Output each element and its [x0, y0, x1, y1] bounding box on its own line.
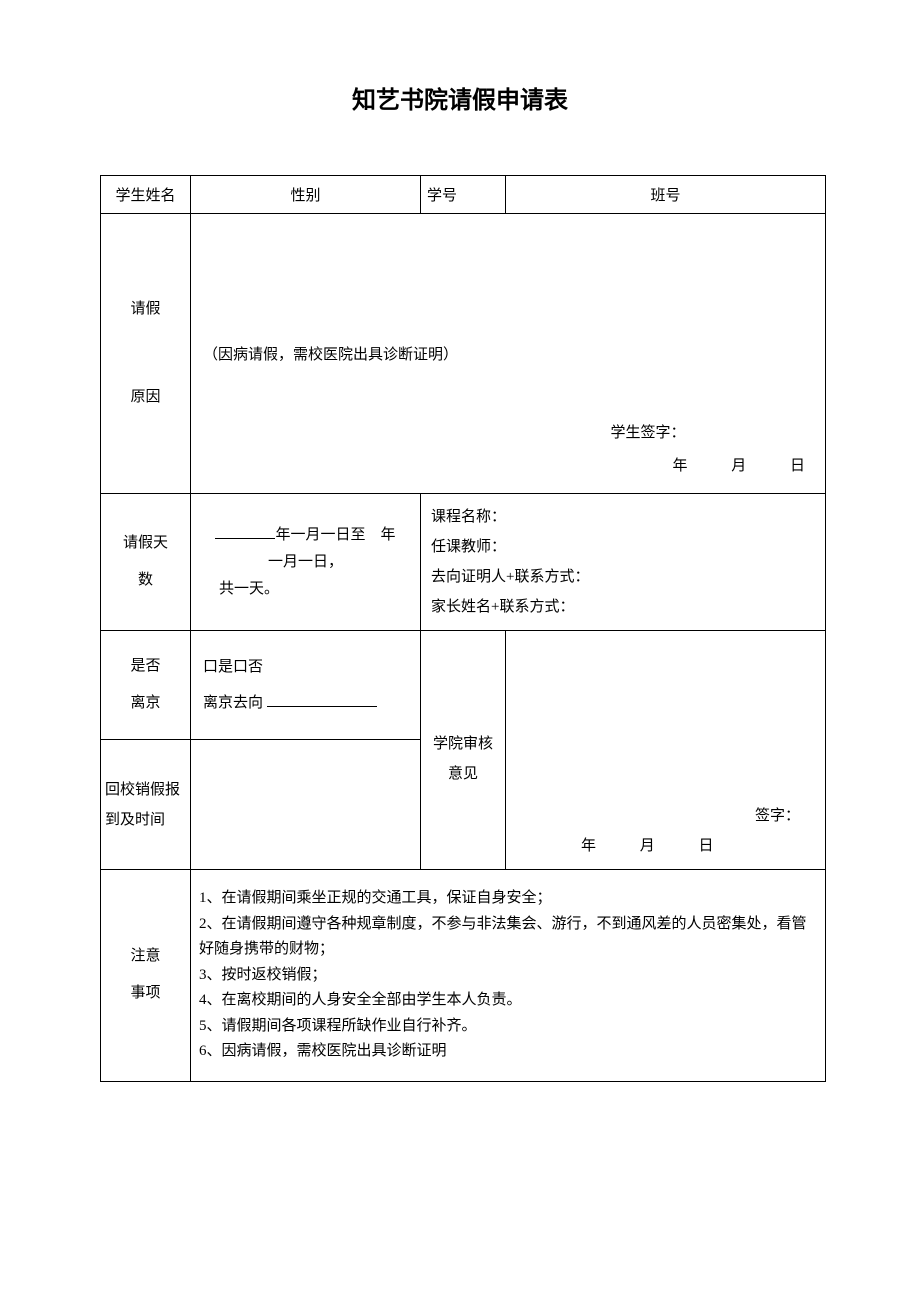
parent-contact: 家长姓名+联系方式： — [431, 592, 815, 622]
days-label-1: 请假天 — [107, 525, 184, 563]
return-label: 回校销假报到及时间 — [101, 740, 191, 870]
notice-label-2: 事项 — [107, 975, 184, 1013]
witness-contact: 去向证明人+联系方式： — [431, 562, 815, 592]
form-title: 知艺书院请假申请表 — [100, 80, 820, 115]
leave-bj-label-2: 离京 — [107, 685, 184, 723]
year-label: 年 — [672, 450, 687, 483]
leave-bj-row: 是否 离京 口是口否 离京去向 学院审核 意见 签字： 年 月 日 — [101, 631, 826, 740]
review-date: 年 月 日 — [521, 831, 810, 861]
reason-content[interactable]: （因病请假，需校医院出具诊断证明） 学生签字： 年 月 日 — [191, 214, 826, 494]
destination-label: 离京去向 — [203, 695, 263, 711]
days-details[interactable]: 课程名称： 任课教师： 去向证明人+联系方式： 家长姓名+联系方式： — [421, 494, 826, 631]
notice-item-4: 4、在离校期间的人身安全全部由学生本人负责。 — [199, 988, 817, 1014]
leave-bj-content[interactable]: 口是口否 离京去向 — [191, 631, 421, 740]
reason-label-1: 请假 — [107, 291, 184, 329]
teacher-name: 任课教师： — [431, 532, 815, 562]
class-cell: 班号 — [506, 176, 826, 214]
review-year: 年 — [581, 831, 596, 861]
gender-label: 性别 — [290, 188, 320, 204]
yes-no-checkbox[interactable]: 口是口否 — [203, 649, 408, 685]
notice-row: 注意 事项 1、在请假期间乘坐正规的交通工具，保证自身安全； 2、在请假期间遵守… — [101, 870, 826, 1082]
days-label-2: 数 — [107, 562, 184, 600]
days-content[interactable]: 年一月一日至 年 一月一日， 共一天。 — [191, 494, 421, 631]
days-to-year: 年 — [381, 527, 396, 543]
leave-form-table: 学生姓名 性别 学号 班号 请假 原因 （因病请假，需校医院出具诊断证明） 学生… — [100, 175, 826, 1082]
course-name: 课程名称： — [431, 502, 815, 532]
signature-date: 年 月 日 — [211, 450, 805, 483]
return-content[interactable] — [191, 740, 421, 870]
days-label: 请假天 数 — [101, 494, 191, 631]
leave-bj-label: 是否 离京 — [101, 631, 191, 740]
gender-cell: 性别 — [191, 176, 421, 214]
days-line2: 一月一日， — [199, 549, 412, 576]
days-from: 年一月一日至 — [275, 527, 365, 543]
review-day: 日 — [699, 831, 714, 861]
signature-block: 学生签字： 年 月 日 — [211, 417, 805, 483]
review-month: 月 — [640, 831, 655, 861]
notice-item-5: 5、请假期间各项课程所缺作业自行补齐。 — [199, 1014, 817, 1040]
review-signature-block: 签字： 年 月 日 — [521, 801, 810, 861]
reason-label: 请假 原因 — [101, 214, 191, 494]
id-label: 学号 — [421, 176, 506, 214]
days-row: 请假天 数 年一月一日至 年 一月一日， 共一天。 课程名称： 任课教师： 去向… — [101, 494, 826, 631]
review-label-2: 意见 — [427, 759, 499, 789]
leave-bj-label-1: 是否 — [107, 648, 184, 686]
student-signature-label: 学生签字： — [211, 417, 805, 450]
notice-item-2: 2、在请假期间遵守各种规章制度，不参与非法集会、游行，不到通风差的人员密集处，看… — [199, 912, 817, 963]
notice-item-3: 3、按时返校销假； — [199, 963, 817, 989]
month-label: 月 — [731, 450, 746, 483]
review-label: 学院审核 意见 — [421, 631, 506, 870]
notice-label: 注意 事项 — [101, 870, 191, 1082]
class-label: 班号 — [650, 188, 680, 204]
destination-field[interactable]: 离京去向 — [203, 685, 408, 721]
notice-item-6: 6、因病请假，需校医院出具诊断证明 — [199, 1039, 817, 1065]
review-content[interactable]: 签字： 年 月 日 — [506, 631, 826, 870]
notice-item-1: 1、在请假期间乘坐正规的交通工具，保证自身安全； — [199, 886, 817, 912]
reason-row: 请假 原因 （因病请假，需校医院出具诊断证明） 学生签字： 年 月 日 — [101, 214, 826, 494]
reason-label-2: 原因 — [107, 379, 184, 417]
notice-content: 1、在请假期间乘坐正规的交通工具，保证自身安全； 2、在请假期间遵守各种规章制度… — [191, 870, 826, 1082]
days-line3: 共一天。 — [199, 576, 412, 603]
review-signature-label: 签字： — [521, 801, 810, 831]
reason-note: （因病请假，需校医院出具诊断证明） — [203, 343, 813, 364]
days-line1: 年一月一日至 年 — [199, 522, 412, 549]
name-label: 学生姓名 — [101, 176, 191, 214]
header-row: 学生姓名 性别 学号 班号 — [101, 176, 826, 214]
day-label: 日 — [790, 450, 805, 483]
review-label-1: 学院审核 — [427, 729, 499, 759]
notice-label-1: 注意 — [107, 938, 184, 976]
